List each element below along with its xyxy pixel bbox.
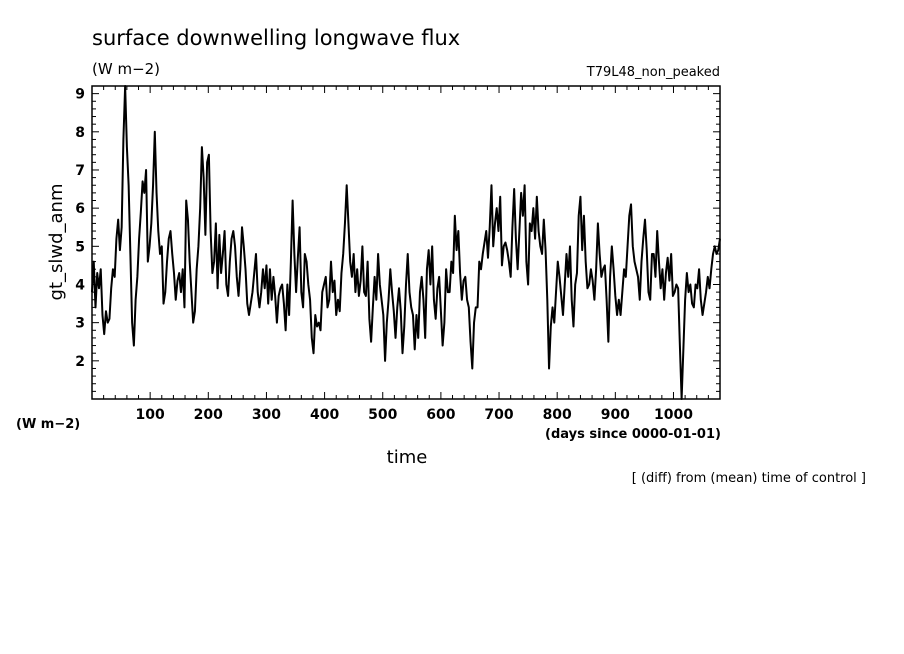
x-tick-label: 1000 (654, 407, 693, 423)
x-tick-label: 400 (310, 407, 339, 423)
x-tick-label: 900 (601, 407, 630, 423)
note-text: [ (diff) from (mean) time of control ] (632, 471, 866, 486)
x-axis-units: (days since 0000-01-01) (545, 427, 721, 442)
plot-frame (91, 85, 721, 400)
chart-title: surface downwelling longwave flux (92, 26, 460, 50)
y-tick-label: 8 (75, 125, 85, 141)
x-axis-title: time (387, 447, 428, 468)
y-tick-label: 7 (75, 163, 85, 179)
x-tick-label: 600 (426, 407, 455, 423)
x-tick-label: 500 (368, 407, 397, 423)
y-tick-label: 9 (75, 87, 85, 103)
y-tick-label: 6 (75, 201, 85, 217)
y-tick-label: 5 (75, 239, 85, 255)
y-tick-label: 2 (75, 354, 85, 370)
x-tick-label: 700 (484, 407, 513, 423)
y-axis-title: gt_slwd_anm (46, 184, 67, 301)
y-tick-label: 3 (75, 316, 85, 332)
x-tick-label: 200 (194, 407, 223, 423)
x-axis: 100 200 300 400 500 600 700 800 900 1000 (103, 86, 709, 423)
x-tick-label: 100 (136, 407, 165, 423)
y-tick-label: 4 (75, 277, 85, 293)
y-axis-units: (W m−2) (16, 417, 80, 432)
x-tick-label: 800 (543, 407, 572, 423)
x-tick-label: 300 (252, 407, 281, 423)
series-line (91, 85, 721, 400)
chart-units: (W m−2) (92, 60, 160, 78)
run-label: T79L48_non_peaked (586, 65, 720, 80)
